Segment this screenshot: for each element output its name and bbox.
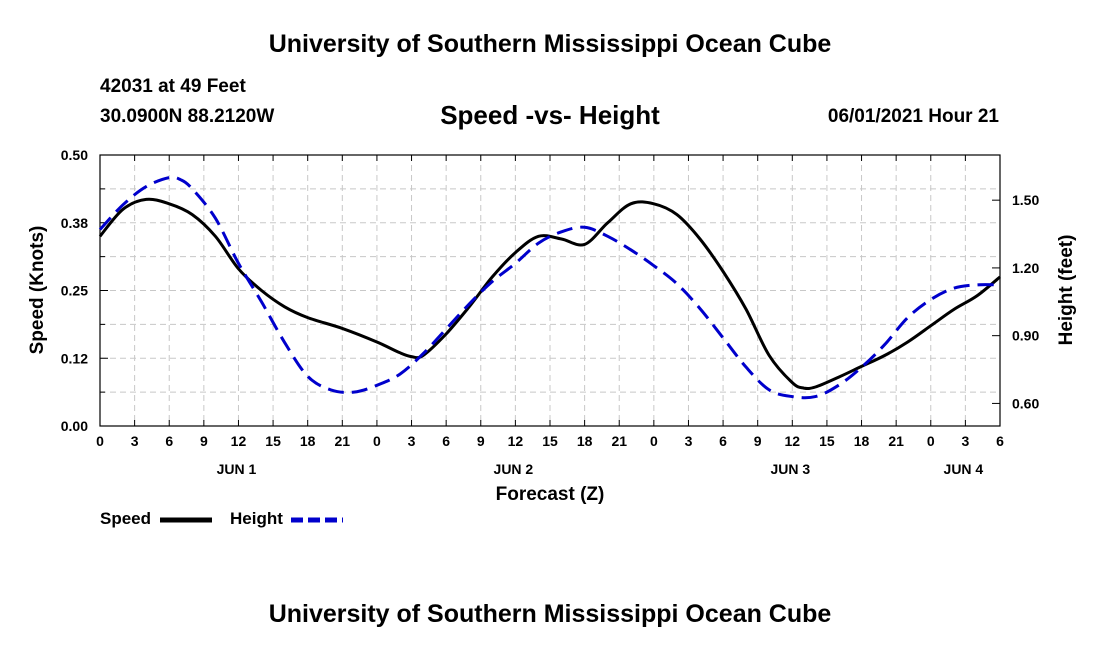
y-axis-right-label: Height (feet) [1056,235,1077,346]
footer-title: University of Southern Mississippi Ocean… [268,600,832,628]
y-left-tick-label: 0.25 [61,283,88,299]
x-tick-label: 18 [577,433,593,449]
x-tick-label: 6 [719,433,727,449]
y-axis-left-label: Speed (Knots) [27,226,48,355]
y-right-tick-label: 1.20 [1012,260,1039,276]
series-line-height [98,175,1001,400]
x-tick-label: 3 [408,433,416,449]
y-left-tick-label: 0.50 [61,147,88,163]
x-tick-label: 3 [685,433,693,449]
x-tick-label: 3 [131,433,139,449]
x-tick-label: 18 [854,433,870,449]
x-tick-label: 0 [650,433,658,449]
x-tick-label: 21 [611,433,627,449]
x-tick-label: 9 [754,433,762,449]
day-label: JUN 4 [944,461,984,477]
y-left-tick-label: 0.38 [61,215,88,231]
y-right-tick-label: 1.50 [1012,192,1039,208]
y-left-tick-label: 0.00 [61,418,88,434]
coordinates-label: 30.0900N 88.2120W [100,106,275,127]
chart-title: Speed -vs- Height [440,100,660,130]
series [98,175,1001,400]
x-tick-label: 0 [96,433,104,449]
x-tick-label: 6 [442,433,450,449]
x-axis-label: Forecast (Z) [496,484,605,505]
x-tick-label: 15 [542,433,558,449]
x-tick-label: 15 [265,433,281,449]
x-tick-label: 3 [961,433,969,449]
day-label: JUN 2 [494,461,534,477]
x-tick-label: 21 [888,433,904,449]
page-title: University of Southern Mississippi Ocean… [268,30,832,58]
x-tick-label: 18 [300,433,316,449]
x-tick-label: 12 [508,433,524,449]
station-label: 42031 at 49 Feet [100,76,246,97]
y-right-tick-label: 0.60 [1012,395,1039,411]
day-label: JUN 1 [217,461,257,477]
legend-height-label: Height [230,509,283,528]
date-label: 06/01/2021 Hour 21 [827,106,999,127]
x-tick-label: 9 [200,433,208,449]
x-tick-label: 12 [231,433,247,449]
x-tick-label: 6 [996,433,1004,449]
x-tick-label: 0 [373,433,381,449]
grid [100,155,1000,426]
series-line-speed [98,197,1001,391]
x-tick-label: 6 [165,433,173,449]
x-tick-label: 15 [819,433,835,449]
x-tick-label: 9 [477,433,485,449]
axis-ticks: 0 3 6 9 12 15 18 21 0 3 6 9 12 15 18 21 0 3 6 9 12 15 18 21 0 3 6 0… [61,147,1040,477]
x-tick-label: 0 [927,433,935,449]
x-tick-label: 21 [335,433,351,449]
day-label: JUN 3 [770,461,810,477]
y-right-tick-label: 0.90 [1012,328,1039,344]
legend-speed-label: Speed [100,509,152,528]
x-tick-label: 12 [785,433,801,449]
y-left-tick-label: 0.12 [61,350,88,366]
